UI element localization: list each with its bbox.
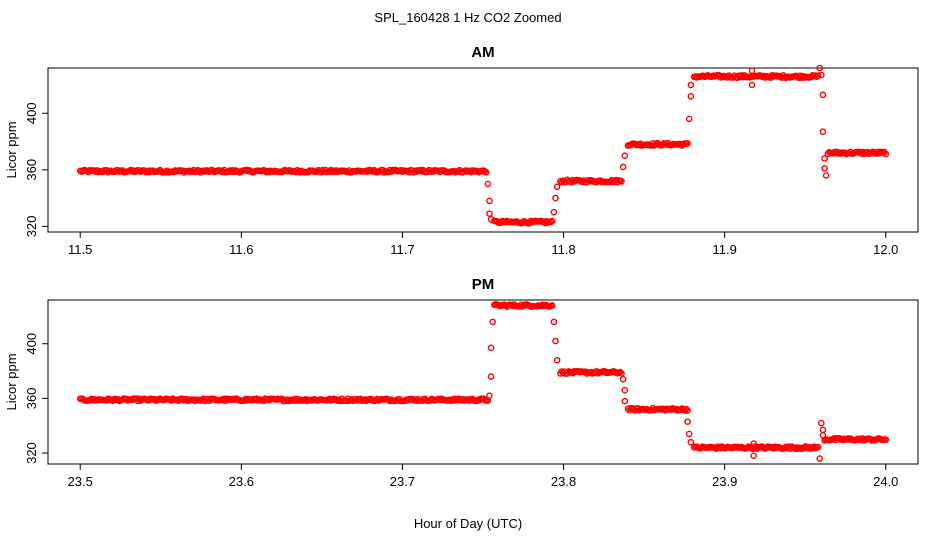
- data-point: [819, 128, 827, 135]
- x-tick-label: 23.9: [712, 474, 737, 489]
- data-point: [819, 91, 827, 99]
- y-tick-label: 360: [24, 159, 39, 181]
- y-tick-label: 400: [24, 102, 39, 124]
- data-point: [818, 71, 825, 79]
- figure-x-axis-label: Hour of Day (UTC): [414, 516, 522, 531]
- data-point: [559, 369, 567, 377]
- data-point: [618, 178, 625, 185]
- data-point: [685, 430, 693, 438]
- data-point: [552, 194, 559, 202]
- data-point: [687, 92, 695, 100]
- data-point: [748, 81, 756, 89]
- data-point: [810, 443, 818, 451]
- data-point: [486, 392, 493, 399]
- data-point: [489, 318, 496, 326]
- y-tick-label: 320: [24, 215, 39, 237]
- data-point: [682, 405, 690, 413]
- data-point: [607, 178, 614, 185]
- data-point: [821, 155, 828, 162]
- data-point: [619, 163, 627, 171]
- data-point: [124, 397, 132, 404]
- data-point: [285, 397, 293, 405]
- data-point: [684, 418, 691, 425]
- data-point: [882, 436, 890, 443]
- panel-title: PM: [472, 276, 495, 293]
- chart-panels: AM Licor ppm 11.5 11.6 11.7 11.8 11.9 12.0 320 36…: [4, 44, 919, 489]
- data-point: [684, 140, 691, 147]
- data-point: [550, 208, 558, 216]
- data-point: [484, 180, 492, 188]
- data-point: [616, 368, 624, 376]
- x-tick-label: 24.0: [873, 474, 898, 489]
- data-point: [750, 452, 757, 460]
- data-points: [76, 301, 890, 462]
- data-point: [286, 167, 294, 174]
- data-point: [685, 115, 693, 123]
- x-tick-label: 23.6: [229, 474, 254, 489]
- data-point: [621, 152, 629, 159]
- data-point: [548, 302, 556, 309]
- data-point: [818, 419, 825, 427]
- x-tick-label: 23.5: [68, 474, 93, 489]
- data-point: [687, 81, 695, 89]
- data-point: [814, 443, 822, 451]
- data-point: [819, 431, 827, 439]
- x-tick-label: 11.7: [390, 242, 414, 257]
- data-point: [821, 165, 828, 172]
- data-point: [482, 169, 490, 176]
- data-point: [621, 397, 629, 405]
- y-axis-label: Licor ppm: [4, 353, 19, 410]
- data-point: [487, 344, 495, 352]
- data-point: [684, 407, 691, 414]
- data-point: [621, 386, 629, 394]
- figure-title: SPL_160428 1 Hz CO2 Zoomed: [374, 10, 561, 25]
- plot-frame: [47, 299, 919, 465]
- data-point: [550, 318, 558, 326]
- x-tick-label: 11.6: [229, 242, 253, 257]
- y-tick-label: 320: [24, 442, 39, 464]
- data-point: [579, 178, 586, 186]
- x-tick-label: 23.7: [390, 474, 415, 489]
- data-point: [812, 72, 819, 79]
- panel-title: AM: [471, 44, 494, 61]
- x-tick-label: 11.5: [68, 242, 92, 257]
- x-tick-label: 23.8: [551, 474, 576, 489]
- panel-am: AM Licor ppm 11.5 11.6 11.7 11.8 11.9 12.0 320 36…: [4, 44, 919, 257]
- data-point: [487, 215, 495, 223]
- data-point: [816, 455, 824, 462]
- data-point: [816, 64, 824, 72]
- y-tick-label: 360: [24, 388, 39, 410]
- plot-frame: [47, 67, 919, 233]
- data-point: [882, 150, 890, 158]
- x-tick-label: 11.8: [551, 242, 575, 257]
- y-tick-label: 400: [24, 333, 39, 355]
- data-point: [618, 370, 625, 377]
- data-point: [619, 375, 627, 383]
- data-point: [822, 172, 830, 179]
- data-point: [487, 373, 495, 380]
- x-tick-label: 11.9: [712, 242, 736, 257]
- data-point: [486, 210, 493, 217]
- data-point: [814, 72, 822, 79]
- data-point: [553, 183, 561, 191]
- data-point: [553, 356, 561, 364]
- data-point: [170, 168, 178, 176]
- data-point: [552, 337, 559, 345]
- data-point: [681, 407, 689, 414]
- data-point: [750, 440, 757, 447]
- data-points: [76, 64, 890, 227]
- data-point: [748, 67, 756, 75]
- data-point: [352, 395, 360, 403]
- x-tick-label: 12.0: [873, 242, 898, 257]
- panel-pm: PM Licor ppm 23.5 23.6 23.7 23.8 23.9 24.0 320 36…: [4, 276, 919, 489]
- data-point: [486, 197, 493, 205]
- data-point: [819, 426, 827, 434]
- data-point: [687, 438, 695, 446]
- y-axis-label: Licor ppm: [4, 121, 19, 178]
- data-point: [548, 217, 556, 225]
